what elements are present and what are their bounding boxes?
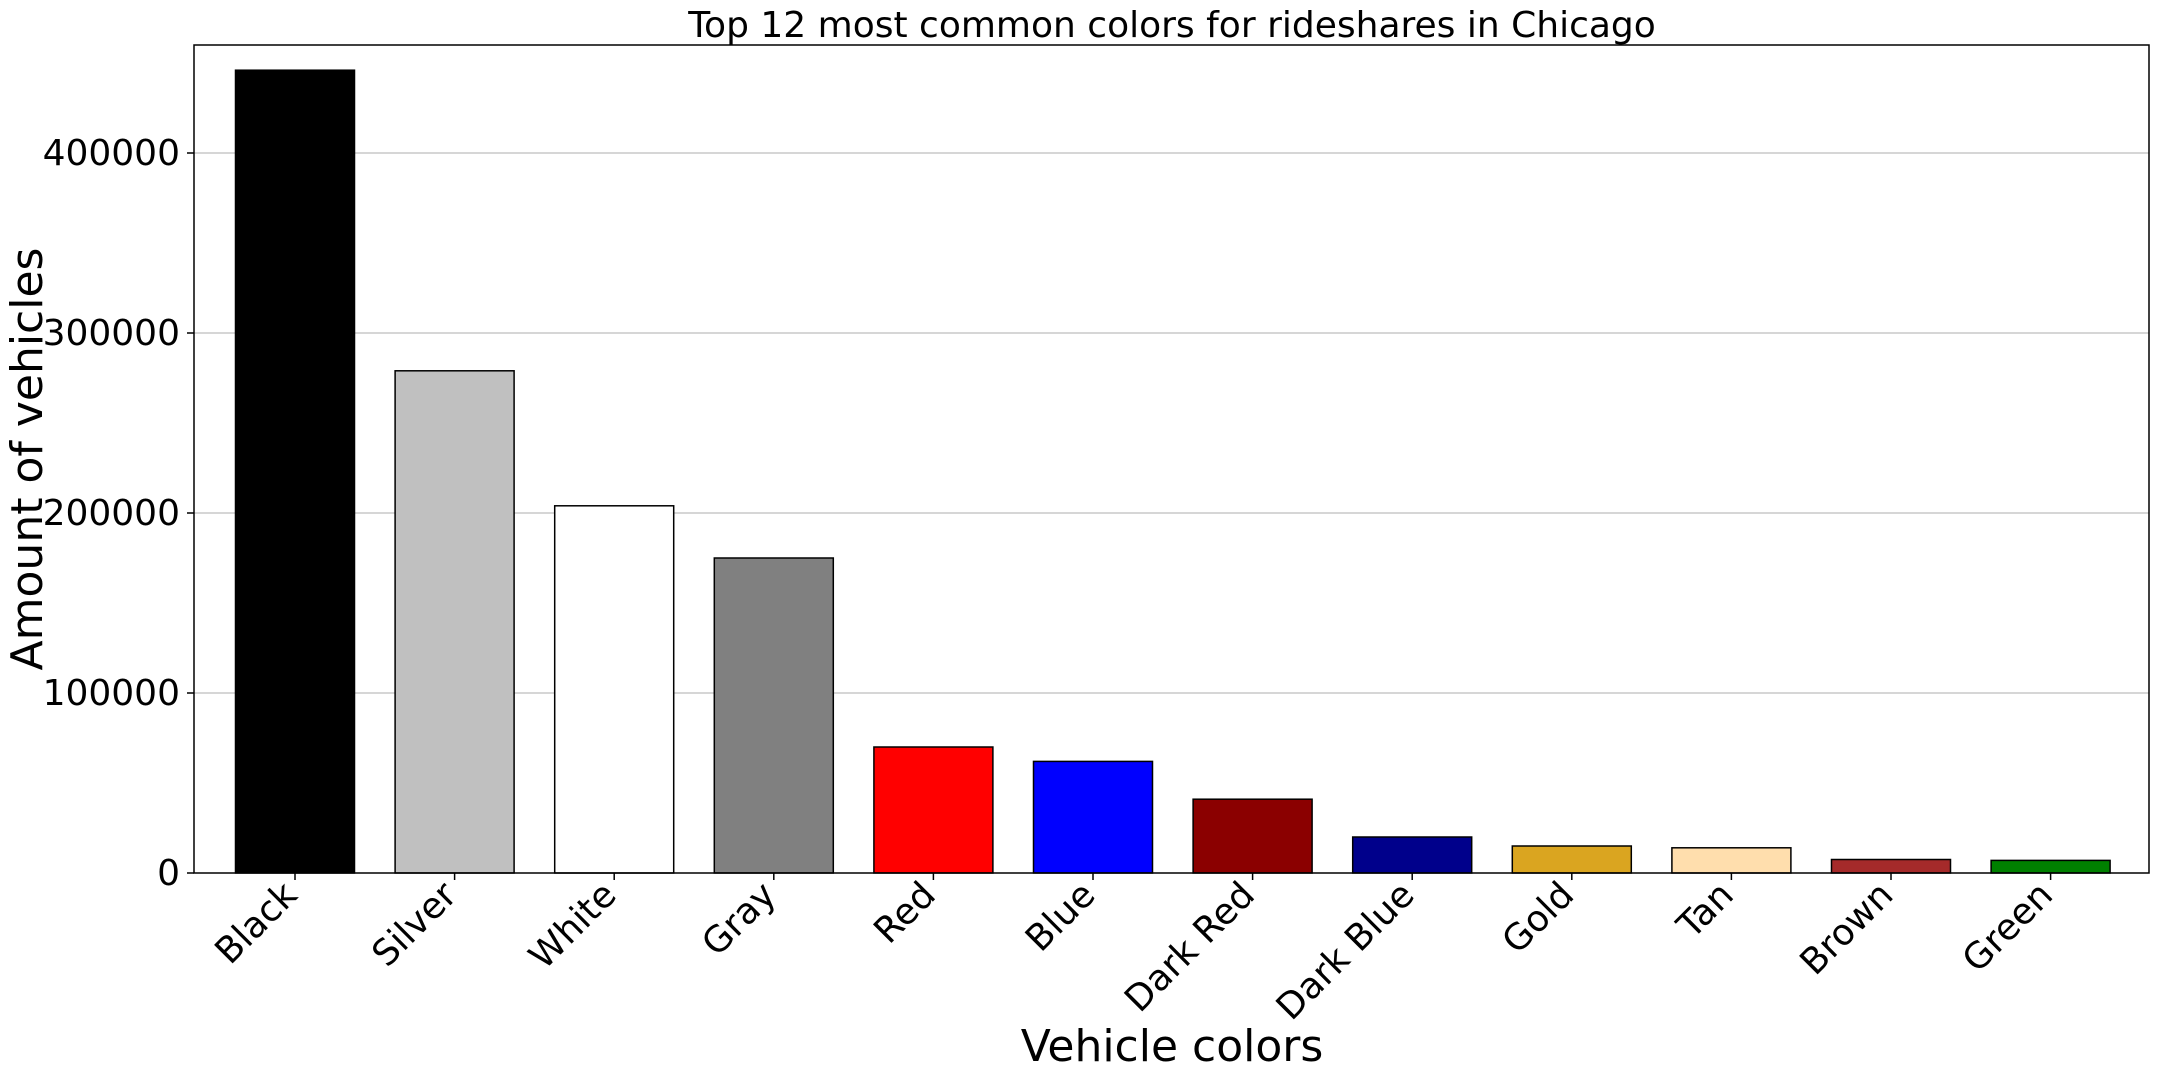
x-tick-label-dark-red: Dark Red [1117, 874, 1263, 1020]
bar-gold [1511, 845, 1633, 874]
bar-silver [394, 370, 515, 874]
bar-tan [1671, 847, 1792, 874]
bar-red [873, 746, 994, 874]
bar-dark-blue [1351, 836, 1473, 874]
x-axis-ticks: Black Silver White Gray Red Blue Dark Red Dark … [207, 873, 2061, 1028]
y-tick-label-3: 300000 [43, 313, 180, 354]
x-tick-label-red: Red [866, 874, 943, 951]
x-tick-label-green: Green [1955, 874, 2061, 980]
y-axis-label: Amount of vehicles [2, 248, 53, 671]
bar-gray [713, 557, 835, 874]
x-tick-label-black: Black [207, 874, 305, 972]
bar-black [234, 69, 356, 874]
gridlines [194, 152, 2149, 694]
y-axis-ticks: 0 100000 200000 300000 400000 [43, 133, 194, 894]
x-tick-label-brown: Brown [1792, 874, 1901, 983]
plot-frame [193, 44, 2150, 874]
y-tick-label-4: 400000 [43, 133, 180, 174]
x-tick-label-blue: Blue [1018, 874, 1103, 959]
x-tick-label-tan: Tan [1669, 874, 1742, 947]
bar-dark-red [1192, 798, 1313, 874]
bars [234, 69, 2111, 874]
bar-blue [1032, 760, 1154, 874]
y-tick-label-2: 200000 [43, 493, 180, 534]
bar-green [1990, 859, 2111, 874]
x-tick-label-gray: Gray [694, 874, 784, 964]
x-tick-label-dark-blue: Dark Blue [1269, 874, 1423, 1028]
x-tick-label-gold: Gold [1495, 874, 1583, 962]
bar-brown [1830, 858, 1952, 874]
x-tick-label-white: White [522, 874, 625, 977]
chart-title: Top 12 most common colors for rideshares… [687, 5, 1656, 46]
x-tick-label-silver: Silver [364, 874, 465, 975]
x-axis-label: Vehicle colors [1021, 1021, 1324, 1072]
y-tick-label-1: 100000 [43, 673, 180, 714]
bar-white [553, 505, 675, 874]
y-tick-label-0: 0 [157, 853, 180, 894]
